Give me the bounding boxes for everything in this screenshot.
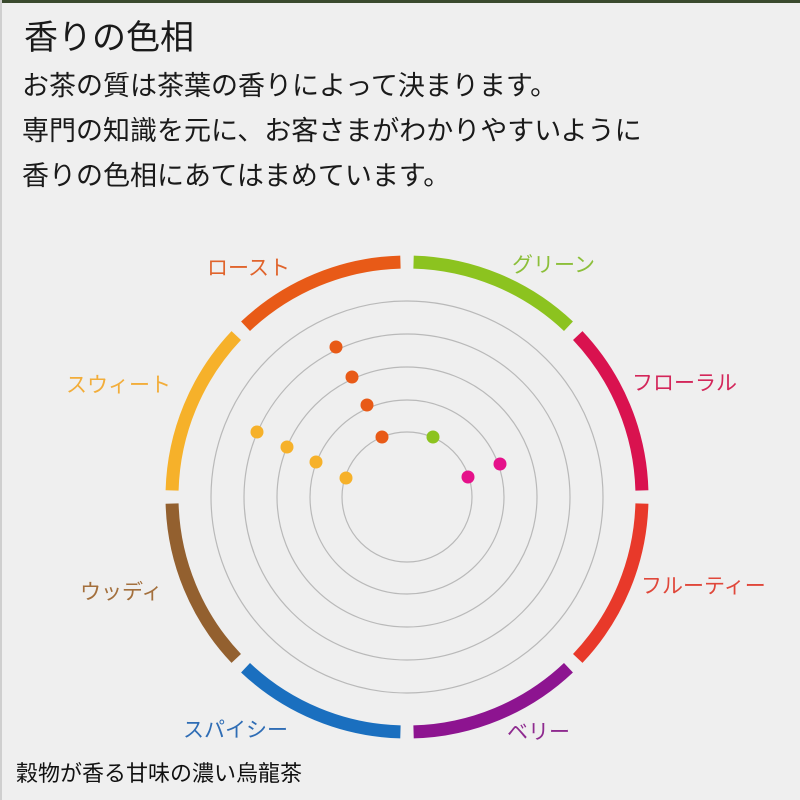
aroma-dot (493, 457, 507, 471)
aroma-dot (375, 430, 389, 444)
segment-arc-3 (573, 503, 649, 663)
intro-line-1: お茶の質は茶葉の香りによって決まります。 (22, 71, 558, 102)
segment-label-woody: ウッディ (80, 580, 163, 604)
ring-4 (243, 333, 571, 661)
aroma-dot (461, 470, 475, 484)
aroma-dot (250, 425, 264, 439)
left-border (0, 0, 2, 800)
top-border (0, 0, 800, 3)
hue-segments (165, 255, 649, 739)
segment-arc-2 (573, 331, 649, 491)
segment-label-floral: フローラル (632, 371, 737, 395)
aroma-dot (426, 430, 440, 444)
aroma-dot (280, 440, 294, 454)
segment-arc-4 (413, 663, 573, 739)
tea-caption: 穀物が香る甘味の濃い烏龍茶 (16, 762, 303, 787)
ring-5 (210, 300, 604, 694)
ring-3 (276, 366, 538, 628)
segment-label-roast: ロースト (207, 256, 290, 280)
ring-2 (309, 399, 505, 595)
segment-label-fruity: フルーティー (641, 574, 766, 598)
segment-label-sweet: スウィート (66, 373, 171, 397)
concentric-rings (210, 300, 604, 694)
intro-text: お茶の質は茶葉の香りによって決まります。 専門の知識を元に、お客さまがわかりやす… (22, 64, 642, 199)
aroma-dot (329, 340, 343, 354)
segment-arc-1 (413, 255, 573, 331)
segment-label-spicy: スパイシー (183, 718, 288, 742)
segment-arc-6 (165, 503, 241, 663)
aroma-dots (250, 340, 507, 485)
segment-label-berry: ベリー (507, 720, 570, 744)
segment-arc-5 (241, 663, 401, 739)
segment-arc-7 (165, 331, 241, 491)
ring-1 (341, 431, 473, 563)
aroma-dot (345, 370, 359, 384)
intro-line-2: 専門の知識を元に、お客さまがわかりやすいように (22, 116, 642, 147)
segment-label-green: グリーン (512, 253, 595, 277)
page-title: 香りの色相 (24, 18, 194, 58)
aroma-dot (339, 471, 353, 485)
segment-arc-8 (241, 255, 401, 331)
aroma-dot (360, 398, 374, 412)
aroma-dot (309, 455, 323, 469)
intro-line-3: 香りの色相にあてはまめています。 (22, 161, 451, 192)
